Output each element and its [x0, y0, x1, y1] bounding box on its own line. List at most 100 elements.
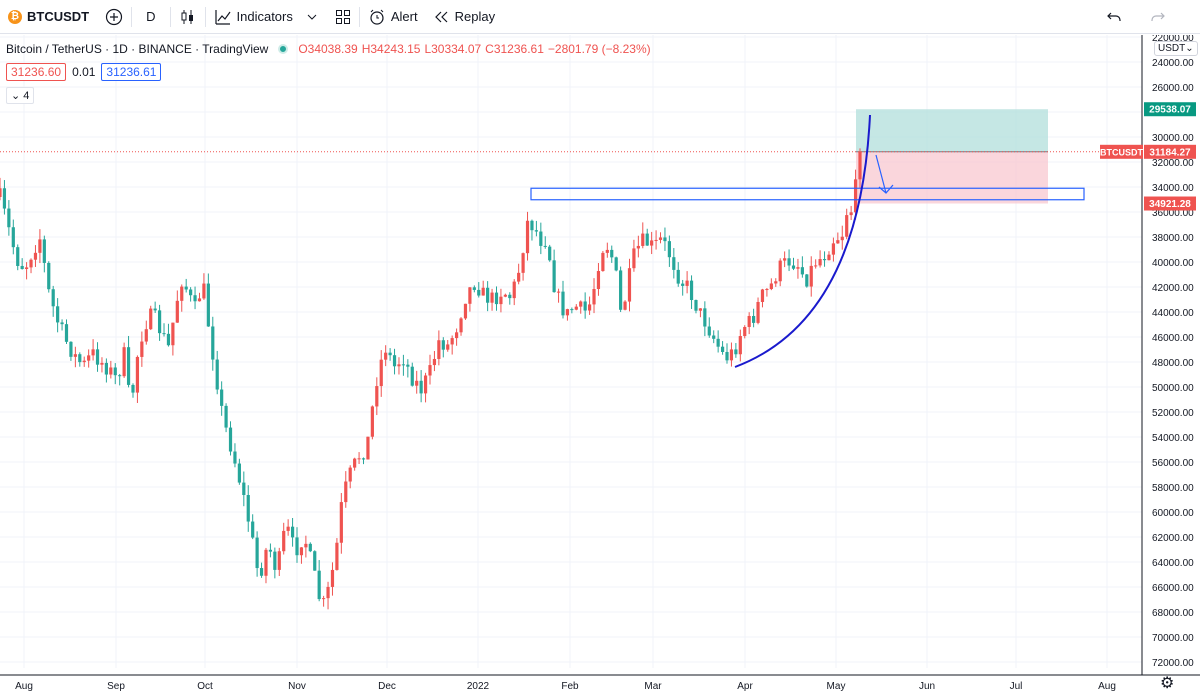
candle-body [703, 308, 707, 327]
alert-button[interactable]: Alert [360, 0, 426, 34]
buy-price-button[interactable]: 31236.61 [101, 63, 162, 81]
candle-body [623, 301, 627, 310]
candle-body [140, 341, 144, 357]
price-tick-label: 66000.00 [1152, 583, 1194, 594]
chevron-down-icon: ⌄ [1185, 43, 1194, 54]
time-tick-label: Oct [197, 681, 213, 692]
candle-body [579, 301, 583, 307]
candle-body [849, 212, 853, 216]
candle-body [384, 352, 388, 360]
currency-select[interactable]: USDT⌄ [1154, 41, 1198, 56]
symbol-price-tag [1100, 144, 1143, 159]
candle-body [441, 340, 445, 350]
candle-body [676, 269, 680, 284]
candle-body [619, 270, 623, 310]
toolbar-divider [358, 6, 360, 27]
candle-body [689, 280, 694, 301]
chart-type-button[interactable] [171, 0, 205, 34]
candle-body [778, 260, 782, 282]
price-axis[interactable]: 22000.0024000.0026000.0028000.0030000.00… [1141, 35, 1200, 700]
candle-body [78, 354, 82, 363]
candle-body [33, 252, 38, 260]
symbol-search[interactable]: ₿ BTCUSDT [0, 0, 97, 34]
candle-body [477, 289, 481, 296]
undo-icon [1107, 12, 1121, 21]
chart-pane[interactable]: 22000.0024000.0026000.0028000.0030000.00… [0, 35, 1200, 700]
candle-body [494, 292, 499, 305]
indicators-button[interactable]: Indicators [206, 0, 327, 34]
time-axis[interactable]: Aug Sep Oct Nov Dec 2022 Feb Mar Apr May Jun Jul Aug [0, 674, 1200, 692]
drawing-layer[interactable] [530, 114, 1085, 368]
candle-body [16, 247, 20, 266]
redo-button[interactable] [1136, 0, 1180, 34]
spread-value: 0.01 [72, 65, 96, 79]
candle-body [587, 304, 592, 311]
settings-icon[interactable]: ⚙ [1160, 675, 1175, 692]
candle-body [189, 289, 193, 296]
candle-body [277, 551, 281, 570]
candle-body [672, 257, 676, 270]
candle-body [570, 309, 574, 311]
undo-redo-group [1092, 0, 1200, 34]
price-tick-label: 58000.00 [1152, 483, 1194, 494]
candle-body [525, 220, 530, 254]
candle-body [592, 288, 596, 305]
candle-body [747, 315, 751, 327]
price-tick-label: 40000.00 [1152, 258, 1194, 269]
price-chart[interactable]: 22000.0024000.0026000.0028000.0030000.00… [0, 35, 1200, 700]
time-tick-label: 2022 [467, 681, 490, 692]
candle-body [401, 364, 406, 366]
replay-label: Replay [454, 9, 496, 24]
price-tick-label: 34000.00 [1152, 183, 1194, 194]
indicators-collapse-button[interactable]: ⌄ 4 [6, 87, 35, 104]
candle-body [818, 259, 822, 266]
candle-body [144, 329, 148, 342]
replay-icon [434, 11, 448, 22]
candle-body [419, 380, 423, 394]
candle-body [193, 295, 197, 302]
symbol-tag-label: BTCUSDT [1100, 147, 1143, 157]
candle-body [64, 324, 69, 342]
layout-button[interactable] [327, 0, 359, 34]
candle-body [100, 362, 104, 365]
candle-body [716, 338, 720, 347]
candle-body [211, 326, 215, 360]
candle-body [2, 188, 7, 209]
candle-body [685, 280, 689, 286]
candle-body [251, 521, 255, 538]
candle-body [47, 262, 51, 290]
compare-button[interactable] [97, 0, 131, 34]
short-position-tool[interactable] [0, 109, 1142, 204]
redo-icon [1151, 12, 1165, 21]
candle-body [273, 551, 277, 570]
candle-body [24, 267, 29, 270]
price-tick-label: 30000.00 [1152, 133, 1194, 144]
time-tick-label: Apr [737, 681, 753, 692]
candle-body [827, 254, 831, 261]
candle-body [197, 298, 202, 302]
candle-body [42, 239, 46, 263]
price-tags: 29538.07 BTCUSDT 31184.27 34921.28 [1100, 102, 1196, 211]
candle-body [481, 287, 485, 296]
candle-body [641, 233, 645, 246]
candle-body [242, 482, 246, 496]
candle-body [805, 274, 809, 287]
candle-body [375, 386, 379, 407]
candle-body [508, 294, 512, 299]
candle-body [118, 375, 122, 377]
undo-button[interactable] [1092, 0, 1136, 34]
indicators-label: Indicators [236, 9, 293, 24]
candle-body [548, 246, 552, 261]
candle-body [858, 151, 862, 180]
price-tag [1144, 144, 1196, 159]
sell-price-button[interactable]: 31236.60 [6, 63, 67, 81]
candle-body [357, 458, 361, 460]
interval-label: D [146, 9, 156, 24]
interval-button[interactable]: D [132, 0, 169, 34]
candle-body [415, 380, 419, 386]
replay-button[interactable]: Replay [426, 0, 503, 34]
top-toolbar: ₿ BTCUSDT D Indicators Alert Replay [0, 0, 1200, 34]
candle-body [791, 265, 796, 269]
candle-body [95, 349, 100, 365]
price-tick-label: 48000.00 [1152, 358, 1194, 369]
